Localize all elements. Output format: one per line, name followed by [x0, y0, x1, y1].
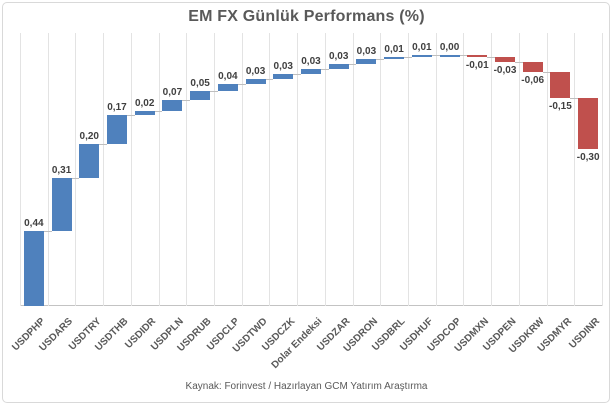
waterfall-connector: [182, 100, 191, 101]
source-caption: Kaynak: Forinvest / Hazırlayan GCM Yatır…: [185, 381, 428, 392]
bar-value-label-USDARS: 0,31: [51, 165, 72, 177]
bar-value-label-USDBRL: 0,01: [384, 43, 404, 55]
waterfall-bar-USDBRL: [384, 56, 405, 59]
waterfall-bar-USDPEN: [495, 56, 515, 62]
bar-value-label-USDRUB: 0,05: [190, 78, 210, 89]
bar-value-label-USDMXN: -0,01: [465, 59, 489, 71]
waterfall-connector: [487, 57, 495, 58]
waterfall-bar-USDTWD: [245, 79, 266, 85]
waterfall-bar-USDCOP: [439, 55, 460, 57]
bar-value-label-USDPLN: 0,07: [162, 86, 183, 98]
waterfall-connector: [431, 55, 440, 56]
waterfall-bar-USDPHP: [23, 230, 44, 306]
gridline: [463, 33, 464, 306]
gridline: [75, 33, 76, 306]
waterfall-connector: [376, 59, 385, 60]
bar-value-label-USDIDR: 0,02: [134, 98, 155, 110]
waterfall-connector: [459, 55, 468, 56]
bar-value-label-USDPEN: -0,03: [493, 65, 517, 76]
gridline: [574, 33, 575, 306]
bar-value-label-USDTHB: 0,17: [107, 101, 127, 113]
gridline: [20, 33, 21, 306]
waterfall-bar-USDTRY: [79, 143, 100, 179]
gridline: [186, 33, 187, 306]
chart-title: EM FX Günlük Performans (%): [188, 8, 425, 25]
gridline: [380, 33, 381, 306]
bar-value-label-USDINR: -0,30: [576, 152, 600, 164]
waterfall-bar-USDINR: [578, 97, 599, 150]
bar-value-label-USDTWD: 0,03: [245, 66, 266, 78]
waterfall-connector: [293, 74, 301, 75]
waterfall-bar-Dolar Endeksi: [301, 68, 321, 74]
bar-value-label-USDHUF: 0,01: [412, 42, 432, 54]
waterfall-connector: [320, 69, 329, 70]
bar-value-label-USDKRW: -0,06: [521, 75, 545, 87]
waterfall-bar-USDRUB: [190, 91, 211, 100]
bar-value-label-USDCOP: 0,00: [439, 42, 460, 54]
plot-area: 0,44 0,31 0,20 0,17 0,02 0,07 0,05 0,04 0,03 0,03…: [20, 33, 603, 306]
waterfall-connector: [542, 72, 551, 73]
gridline: [519, 33, 520, 306]
waterfall-bar-USDCZK: [273, 73, 294, 80]
waterfall-connector: [99, 144, 107, 145]
waterfall-connector: [237, 84, 246, 85]
gridline: [491, 33, 492, 306]
gridline: [48, 33, 49, 306]
x-axis-line: [20, 305, 602, 306]
gridline: [159, 33, 160, 306]
bar-value-label-USDMYR: -0,15: [549, 100, 572, 112]
waterfall-bar-USDARS: [51, 178, 72, 231]
bar-value-label-USDPHP: 0,44: [24, 217, 44, 229]
gridline: [242, 33, 243, 306]
gridline: [103, 33, 104, 306]
bar-value-label-Dolar Endeksi: 0,03: [301, 55, 321, 67]
bar-value-label-USDTRY: 0,20: [79, 130, 99, 142]
gridline: [353, 33, 354, 306]
waterfall-bar-USDMXN: [467, 55, 488, 57]
waterfall-bar-USDHUF: [411, 55, 432, 57]
waterfall-connector: [404, 57, 412, 58]
waterfall-bar-USDIDR: [134, 111, 155, 115]
waterfall-bar-USDRON: [356, 58, 377, 64]
waterfall-bar-USDZAR: [328, 63, 349, 69]
gridline: [408, 33, 409, 306]
gridline: [131, 33, 132, 306]
gridline: [325, 33, 326, 306]
bar-value-label-USDRON: 0,03: [356, 45, 377, 57]
waterfall-connector: [126, 115, 135, 116]
gridline: [297, 33, 298, 306]
gridline: [602, 33, 603, 306]
waterfall-connector: [43, 231, 52, 232]
waterfall-bar-USDKRW: [522, 62, 543, 73]
waterfall-bar-USDMYR: [550, 72, 571, 98]
gridline: [547, 33, 548, 306]
waterfall-bar-USDPLN: [162, 99, 183, 112]
waterfall-bar-USDCLP: [217, 84, 238, 91]
waterfall-connector: [514, 62, 523, 63]
waterfall-connector: [570, 98, 579, 99]
bar-value-label-USDCZK: 0,03: [273, 60, 293, 72]
gridline: [214, 33, 215, 306]
waterfall-connector: [154, 111, 163, 112]
waterfall-connector: [210, 91, 218, 92]
waterfall-connector: [71, 178, 80, 179]
waterfall-bar-USDTHB: [107, 114, 127, 144]
gridline: [269, 33, 270, 306]
x-axis-labels: USDPHP USDARS USDTRY USDTHB USDIDR USDPLN USDR…: [10, 306, 602, 386]
waterfall-connector: [348, 64, 357, 65]
bar-value-label-USDZAR: 0,03: [328, 50, 349, 62]
waterfall-connector: [265, 79, 274, 80]
bar-value-label-USDCLP: 0,04: [218, 71, 238, 83]
gridline: [436, 33, 437, 306]
